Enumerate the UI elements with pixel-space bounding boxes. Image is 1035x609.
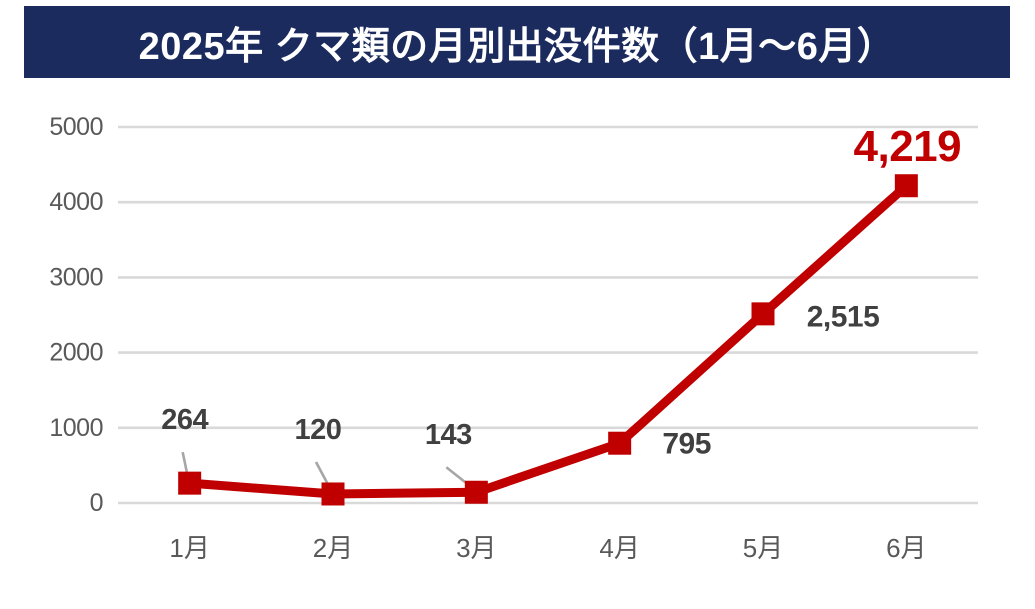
data-point-marker: [464, 480, 488, 504]
data-label: 120: [295, 414, 342, 446]
y-axis-tick-label: 3000: [49, 263, 103, 291]
x-axis-category-label: 5月: [743, 533, 783, 563]
data-point-marker: [608, 431, 632, 455]
chart-title-banner: 2025年 クマ類の月別出没件数（1月～6月）: [24, 6, 1010, 78]
data-point-marker: [751, 302, 775, 326]
series-line: [189, 182, 910, 499]
x-axis-category-label: 6月: [886, 533, 926, 563]
x-axis-category-label: 1月: [169, 533, 209, 563]
data-point-marker: [894, 174, 918, 198]
data-label: 795: [662, 428, 711, 461]
data-label: 264: [161, 404, 208, 436]
x-axis-category-label: 2月: [313, 533, 353, 563]
data-point-marker: [321, 482, 345, 506]
data-point-marker: [178, 471, 202, 495]
y-axis-tick-label: 0: [90, 489, 103, 517]
y-axis-tick-label: 2000: [49, 339, 103, 367]
chart-title: 2025年 クマ類の月別出没件数（1月～6月）: [138, 25, 896, 68]
data-label-highlight: 4,219: [854, 122, 962, 171]
x-axis-category-label: 3月: [456, 533, 496, 563]
y-axis-tick-label: 1000: [49, 414, 103, 442]
x-axis-category-label: 4月: [599, 533, 639, 563]
y-axis-tick-label: 4000: [49, 188, 103, 216]
data-label: 143: [425, 419, 472, 451]
y-axis-tick-label: 5000: [49, 113, 103, 141]
data-label: 2,515: [807, 300, 880, 333]
